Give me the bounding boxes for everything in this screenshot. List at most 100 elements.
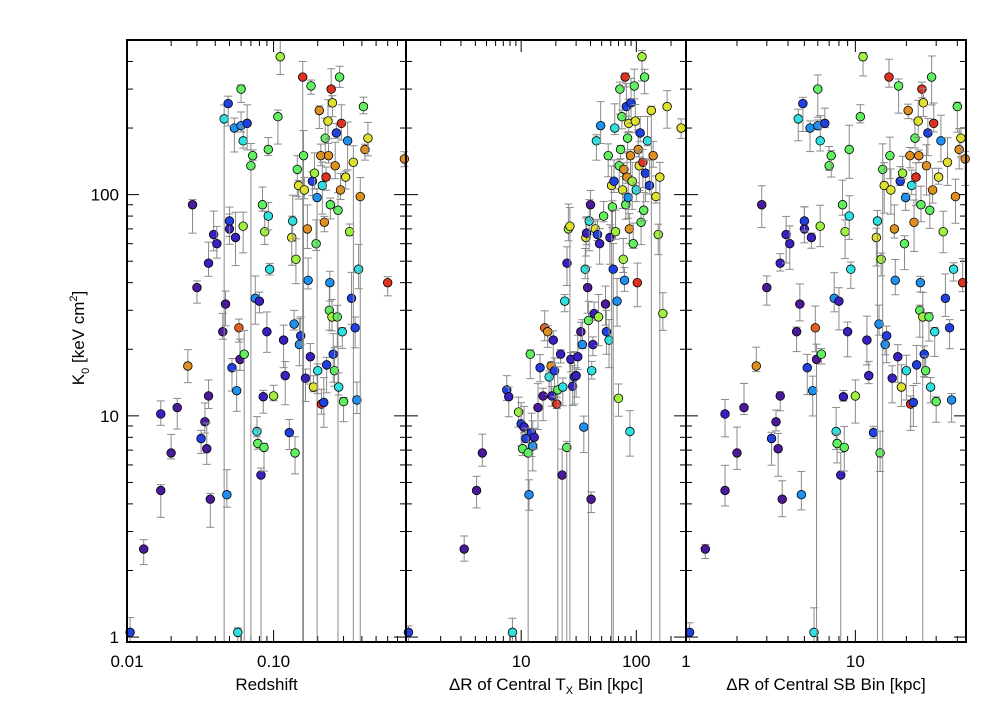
data-point-group xyxy=(565,207,575,643)
data-point-group xyxy=(334,65,345,88)
data-point-group xyxy=(936,114,946,163)
data-point xyxy=(203,258,214,268)
data-point xyxy=(471,485,482,496)
data-point-group xyxy=(586,491,596,514)
data-point-group xyxy=(808,375,818,417)
data-point xyxy=(653,229,663,240)
data-point xyxy=(839,442,849,453)
data-point xyxy=(325,200,336,210)
data-point xyxy=(477,448,488,458)
data-point xyxy=(200,417,210,427)
data-point xyxy=(820,118,830,129)
data-point-group xyxy=(523,432,533,643)
data-point-group xyxy=(263,137,273,156)
data-point xyxy=(262,327,272,337)
data-point-group xyxy=(839,425,849,472)
data-point-group xyxy=(594,228,605,265)
data-point-group xyxy=(263,201,273,231)
data-point xyxy=(879,180,889,191)
data-point-group xyxy=(720,464,730,507)
data-point xyxy=(239,349,249,359)
data-point xyxy=(625,150,636,161)
data-point-group xyxy=(471,475,482,509)
data-point-group xyxy=(325,197,336,220)
data-point-group xyxy=(846,261,856,289)
data-point-group xyxy=(832,433,842,464)
data-point-group xyxy=(382,276,393,297)
data-point-group xyxy=(896,364,907,407)
data-point-group xyxy=(166,433,176,460)
data-point xyxy=(896,382,907,392)
data-point-group xyxy=(246,143,256,643)
data-point xyxy=(826,150,836,161)
data-point xyxy=(933,172,944,182)
data-point xyxy=(284,427,295,438)
data-point xyxy=(292,164,302,175)
data-point xyxy=(319,397,329,408)
data-point-group xyxy=(399,151,410,168)
data-point xyxy=(538,391,548,401)
data-point-group xyxy=(909,199,919,252)
data-point-group xyxy=(600,285,611,326)
data-point xyxy=(897,168,908,178)
data-point xyxy=(607,202,618,212)
data-point-group xyxy=(308,375,319,393)
data-point-group xyxy=(459,535,469,562)
data-point xyxy=(303,275,313,285)
data-point-group xyxy=(944,319,955,350)
data-point-group xyxy=(837,179,848,216)
data-point-group xyxy=(529,427,539,450)
data-point-group xyxy=(220,290,231,327)
data-point-group xyxy=(625,410,635,457)
data-point xyxy=(923,128,933,138)
data-point-group xyxy=(360,143,370,161)
data-point xyxy=(720,485,730,496)
data-point-group xyxy=(580,248,590,280)
data-point xyxy=(810,323,820,333)
data-point xyxy=(548,335,558,345)
data-point-group xyxy=(858,51,868,77)
data-point-group xyxy=(838,389,849,402)
data-point xyxy=(639,72,650,82)
data-point-group xyxy=(331,123,342,139)
data-point xyxy=(936,136,946,146)
data-point xyxy=(558,382,568,392)
data-point xyxy=(196,433,206,444)
data-point xyxy=(615,84,625,94)
data-point-group xyxy=(813,74,823,118)
data-point-group xyxy=(925,377,936,404)
data-point xyxy=(156,409,166,419)
data-point-group xyxy=(312,188,322,643)
data-point-group xyxy=(326,68,336,108)
data-point xyxy=(929,327,940,337)
data-point-group xyxy=(920,355,931,378)
data-point-group xyxy=(775,253,785,272)
data-point-group xyxy=(535,354,545,383)
data-point xyxy=(899,239,910,249)
data-point-group xyxy=(876,252,886,277)
data-point-group xyxy=(879,162,889,214)
data-point xyxy=(732,448,742,458)
data-point xyxy=(619,275,630,285)
data-point-group xyxy=(560,294,570,313)
data-point-group xyxy=(815,204,825,248)
data-point-group xyxy=(566,352,576,373)
data-point-group xyxy=(796,470,807,511)
data-point xyxy=(887,373,897,383)
data-point xyxy=(910,133,920,143)
data-point xyxy=(775,391,785,401)
data-point-group xyxy=(321,356,332,394)
data-point xyxy=(571,370,581,381)
data-point-group xyxy=(868,425,879,439)
y-tick-label: 100 xyxy=(91,186,119,205)
data-point-group xyxy=(528,420,538,472)
data-point xyxy=(785,239,795,249)
data-point-group xyxy=(653,223,663,256)
data-point-group xyxy=(914,149,924,164)
data-point xyxy=(595,120,606,131)
data-point xyxy=(562,258,572,268)
data-point-group xyxy=(905,146,915,169)
data-point xyxy=(321,172,331,182)
data-point xyxy=(231,385,242,396)
data-point xyxy=(183,361,193,371)
